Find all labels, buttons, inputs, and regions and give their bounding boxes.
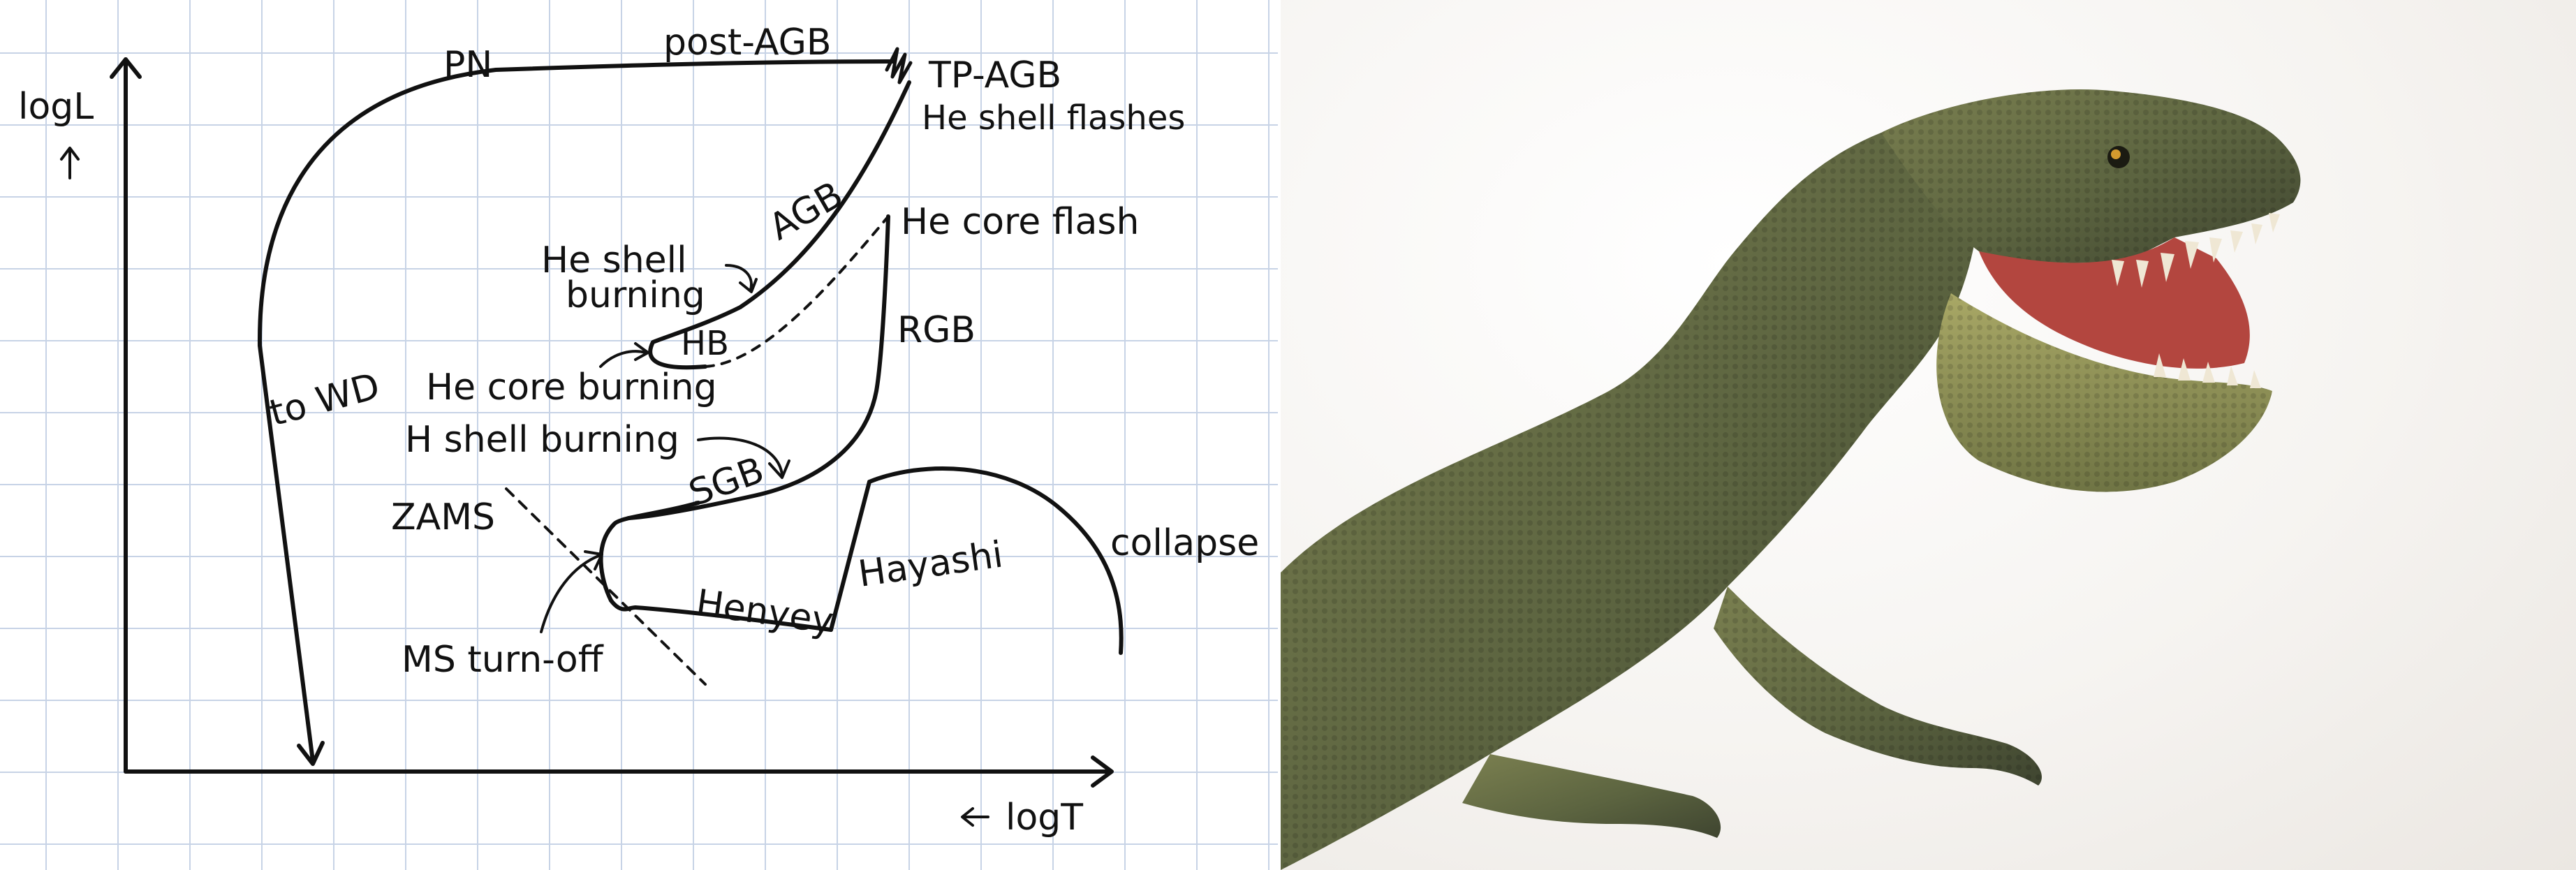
h-shell-burning-label: H shell burning xyxy=(405,419,679,461)
t-rex-teeth xyxy=(2112,213,2280,388)
post-agb-label: post-AGB xyxy=(663,22,832,64)
collapse-label: collapse xyxy=(1110,522,1259,564)
tp-agb-label: TP-AGB xyxy=(928,54,1061,96)
panel-divider xyxy=(1278,0,1281,870)
hr-diagram-svg: logL logT PN post-AGB TP-AGB He shell fl… xyxy=(18,22,1259,839)
tp-agb-zigzag xyxy=(885,47,913,84)
hr-diagram-panel: logL logT PN post-AGB TP-AGB He shell fl… xyxy=(0,0,1278,870)
pn-label: PN xyxy=(443,44,492,86)
henyey-track xyxy=(633,605,833,632)
rgb-label: RGB xyxy=(897,309,976,351)
he-core-flash-label: He core flash xyxy=(901,201,1139,243)
x-axis-label: logT xyxy=(1006,797,1083,839)
agb-track xyxy=(648,80,911,370)
ms-turnoff-arrow xyxy=(540,550,603,633)
hayashi-label: Hayashi xyxy=(855,533,1005,595)
white-dwarf-descent xyxy=(258,344,315,763)
rgb-track xyxy=(626,214,890,520)
x-axis-arrowhead xyxy=(1091,755,1114,788)
he-shell-label: He shell xyxy=(541,239,687,281)
zams-line xyxy=(505,487,707,686)
t-rex-figure-icon xyxy=(1281,89,2301,870)
zams-label: ZAMS xyxy=(391,496,495,538)
agb-label: AGB xyxy=(763,174,851,249)
t-rex-mouth xyxy=(1979,237,2250,369)
logt-left-arrow xyxy=(961,807,989,827)
hb-label: HB xyxy=(681,324,729,363)
sgb-track xyxy=(598,501,700,603)
henyey-label: Henyey xyxy=(693,582,836,642)
y-axis-label: logL xyxy=(18,86,94,128)
t-rex-photo-panel xyxy=(1281,0,2576,870)
collapse-track xyxy=(867,466,1124,655)
white-dwarf-arrowhead xyxy=(297,741,325,766)
hb-dashed-track xyxy=(704,215,890,368)
to-wd-label: to WD xyxy=(265,365,384,434)
hayashi-track xyxy=(829,480,871,632)
he-core-arrow xyxy=(599,342,649,368)
he-shell-arrow xyxy=(725,264,758,293)
y-axis-arrowhead xyxy=(110,57,142,79)
sgb-label: SGB xyxy=(684,450,770,515)
logl-up-arrow xyxy=(60,147,80,179)
ms-turn-off-label: MS turn-off xyxy=(402,639,604,681)
to-wd-track xyxy=(257,59,896,348)
he-core-burning-label: He core burning xyxy=(426,367,717,408)
burning-label: burning xyxy=(566,274,705,316)
he-shell-flashes-label: He shell flashes xyxy=(922,98,1185,138)
h-shell-arrow xyxy=(697,436,790,479)
